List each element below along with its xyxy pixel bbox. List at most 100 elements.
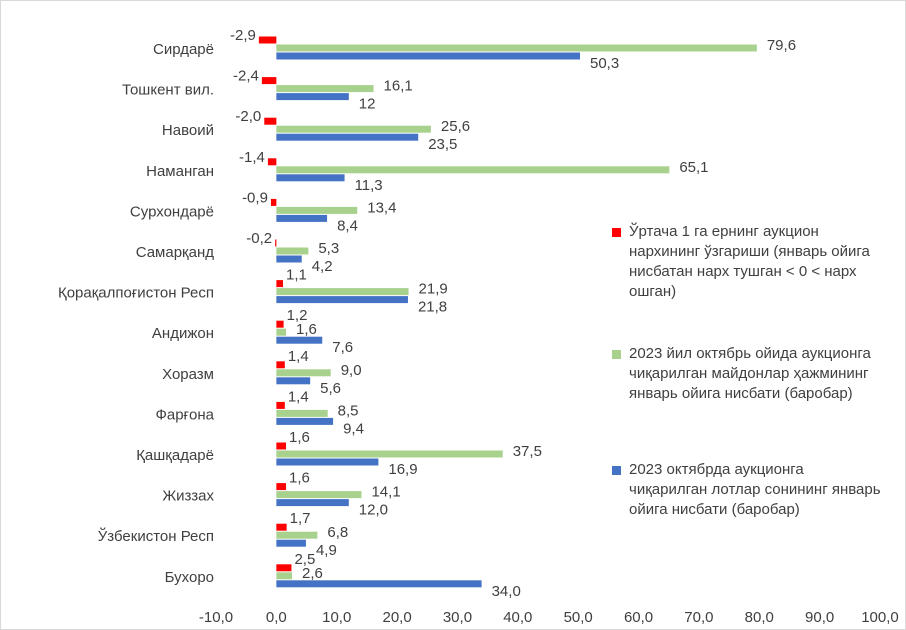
bar <box>276 336 323 344</box>
bar <box>276 450 503 458</box>
data-label: 1,6 <box>289 429 310 446</box>
y-tick-label: Бухоро <box>165 569 214 586</box>
x-tick-label: 60,0 <box>624 609 653 626</box>
y-tick-label: Навоий <box>162 122 214 139</box>
x-tick-label: 70,0 <box>684 609 713 626</box>
bar <box>276 523 287 531</box>
bar <box>267 158 277 166</box>
y-tick-label: Хоразм <box>162 366 214 383</box>
data-label: 12 <box>359 96 376 113</box>
bar <box>276 174 345 182</box>
bar <box>276 44 757 52</box>
data-label: 1,6 <box>289 470 310 487</box>
bar <box>276 52 580 60</box>
y-tick-label: Қорақалпоғистон Респ <box>58 285 214 302</box>
data-label: 25,6 <box>441 118 470 135</box>
bar <box>276 580 482 588</box>
bar <box>276 361 285 369</box>
bar <box>276 442 287 450</box>
bar <box>276 572 293 580</box>
data-label: 14,1 <box>371 484 400 501</box>
bar <box>276 255 302 263</box>
bar <box>276 328 287 336</box>
legend-label: 2023 октябрда аукционга чиқарилган лотла… <box>629 461 881 518</box>
data-label: 4,2 <box>312 258 333 275</box>
bar <box>264 117 277 125</box>
x-tick-label: 0,0 <box>266 609 287 626</box>
data-label: 21,9 <box>419 281 448 298</box>
data-label: 65,1 <box>679 159 708 176</box>
y-tick-label: Ўзбекистон Респ <box>98 527 214 545</box>
bar <box>276 491 362 499</box>
x-tick-label: 20,0 <box>382 609 411 626</box>
data-label: -0,9 <box>242 189 268 206</box>
bar <box>276 214 328 222</box>
bar <box>276 539 306 547</box>
y-tick-label: Самарқанд <box>136 244 215 261</box>
data-label: 1,6 <box>296 321 317 338</box>
data-label: 13,4 <box>367 199 396 216</box>
data-label: 2,6 <box>302 565 323 582</box>
bar <box>276 206 358 214</box>
data-label: 9,0 <box>341 362 362 379</box>
bar <box>261 77 277 85</box>
bar <box>276 377 311 385</box>
bar <box>276 93 349 101</box>
legend-item: Ўртача 1 га ернинг аукцион нархининг ўзг… <box>612 222 882 302</box>
data-label: 9,4 <box>343 420 364 437</box>
data-label: 1,1 <box>286 267 307 284</box>
data-label: 7,6 <box>332 339 353 356</box>
data-label: 34,0 <box>492 583 521 600</box>
data-label: 5,6 <box>320 380 341 397</box>
data-label: 1,4 <box>288 388 309 405</box>
data-label: 5,3 <box>318 240 339 257</box>
legend-item: 2023 йил октябрь ойида аукционга чиқарил… <box>612 344 882 404</box>
data-label: 6,8 <box>327 524 348 541</box>
x-tick-label: 10,0 <box>322 609 351 626</box>
data-label: 21,8 <box>418 299 447 316</box>
x-tick-label: 100,0 <box>861 609 899 626</box>
legend-label: 2023 йил октябрь ойида аукционга чиқарил… <box>629 345 871 402</box>
y-tick-label: Жиззах <box>162 488 214 505</box>
data-label: 1,2 <box>287 307 308 324</box>
x-tick-label: 40,0 <box>503 609 532 626</box>
data-label: -2,9 <box>230 27 256 44</box>
y-tick-label: Андижон <box>152 325 214 342</box>
bar <box>276 369 331 377</box>
data-label: -1,4 <box>239 149 265 166</box>
data-label: 8,5 <box>338 402 359 419</box>
x-tick-label: -10,0 <box>199 609 233 626</box>
x-tick-label: 50,0 <box>564 609 593 626</box>
data-label: 8,4 <box>337 217 358 234</box>
data-label: 11,3 <box>355 177 383 194</box>
data-label: -2,0 <box>235 108 261 125</box>
bar <box>276 458 379 466</box>
bar <box>276 85 374 93</box>
y-tick-label: Сирдарё <box>153 41 214 58</box>
data-label: 50,3 <box>590 55 619 72</box>
bar <box>276 280 284 288</box>
y-tick-label: Сурхондарё <box>130 203 214 220</box>
y-tick-label: Наманган <box>146 163 214 180</box>
bar <box>276 288 409 296</box>
bar <box>276 296 408 304</box>
data-label: 4,9 <box>316 542 337 559</box>
bar <box>270 198 277 206</box>
x-tick-label: 30,0 <box>443 609 472 626</box>
x-tick-label: 80,0 <box>745 609 774 626</box>
bar <box>276 531 318 539</box>
data-label: 12,0 <box>359 502 388 519</box>
bar <box>276 125 431 133</box>
bar <box>276 499 349 507</box>
bar <box>258 36 277 44</box>
legend-swatch <box>612 350 621 359</box>
bar <box>276 409 328 417</box>
x-tick-label: 90,0 <box>805 609 834 626</box>
legend-item: 2023 октябрда аукционга чиқарилган лотла… <box>612 460 882 520</box>
data-label: 79,6 <box>767 37 796 54</box>
legend-label: Ўртача 1 га ернинг аукцион нархининг ўзг… <box>629 223 870 300</box>
y-tick-label: Қашқадарё <box>136 447 214 464</box>
bar <box>276 417 334 425</box>
